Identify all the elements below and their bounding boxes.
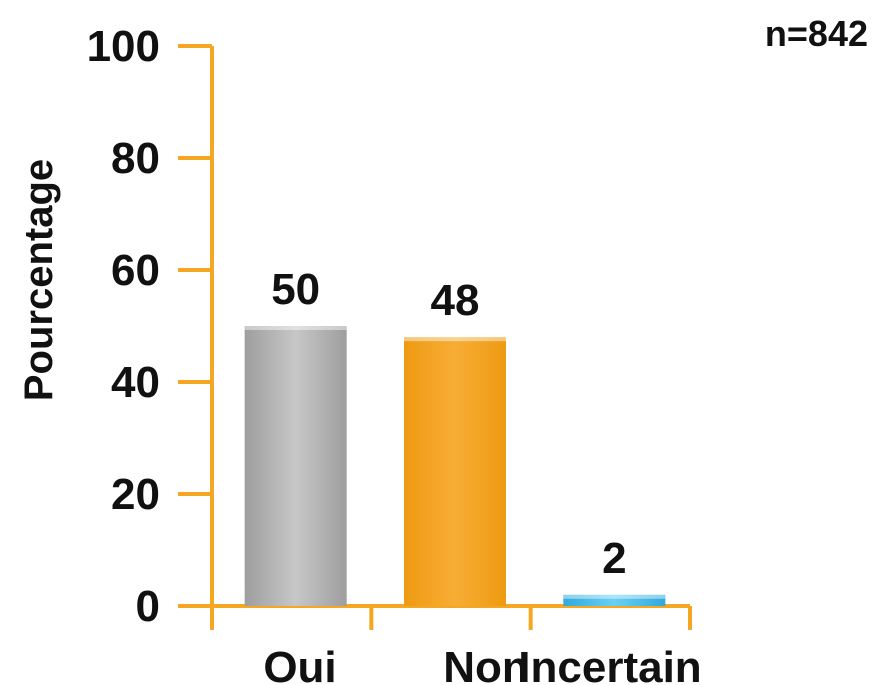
bar-value-label: 48 <box>431 276 480 325</box>
x-tick-label: Non <box>443 643 529 685</box>
bars <box>244 326 666 606</box>
bar-highlight <box>244 326 347 330</box>
y-tick-label: 100 <box>87 22 160 71</box>
y-tick-label: 40 <box>111 358 160 407</box>
bar-non <box>404 337 506 606</box>
bar-value-label: 50 <box>271 265 320 314</box>
bar-body <box>244 326 347 606</box>
x-tick-label: Oui <box>263 643 336 685</box>
bar-body <box>404 337 506 606</box>
bar-incertain <box>563 594 666 606</box>
bar-highlight <box>563 594 666 599</box>
sample-size-label: n=842 <box>765 13 868 54</box>
y-tick-label: 0 <box>136 582 160 631</box>
bar-oui <box>244 326 347 606</box>
bar-value-label: 2 <box>602 534 626 583</box>
y-axis-title: Pourcentage <box>17 159 61 401</box>
y-tick-label: 60 <box>111 246 160 295</box>
bar-highlight <box>404 337 506 342</box>
bar-body <box>563 594 666 606</box>
y-tick-label: 80 <box>111 134 160 183</box>
x-tick-label: Incertain <box>518 643 701 685</box>
y-tick-label: 20 <box>111 470 160 519</box>
